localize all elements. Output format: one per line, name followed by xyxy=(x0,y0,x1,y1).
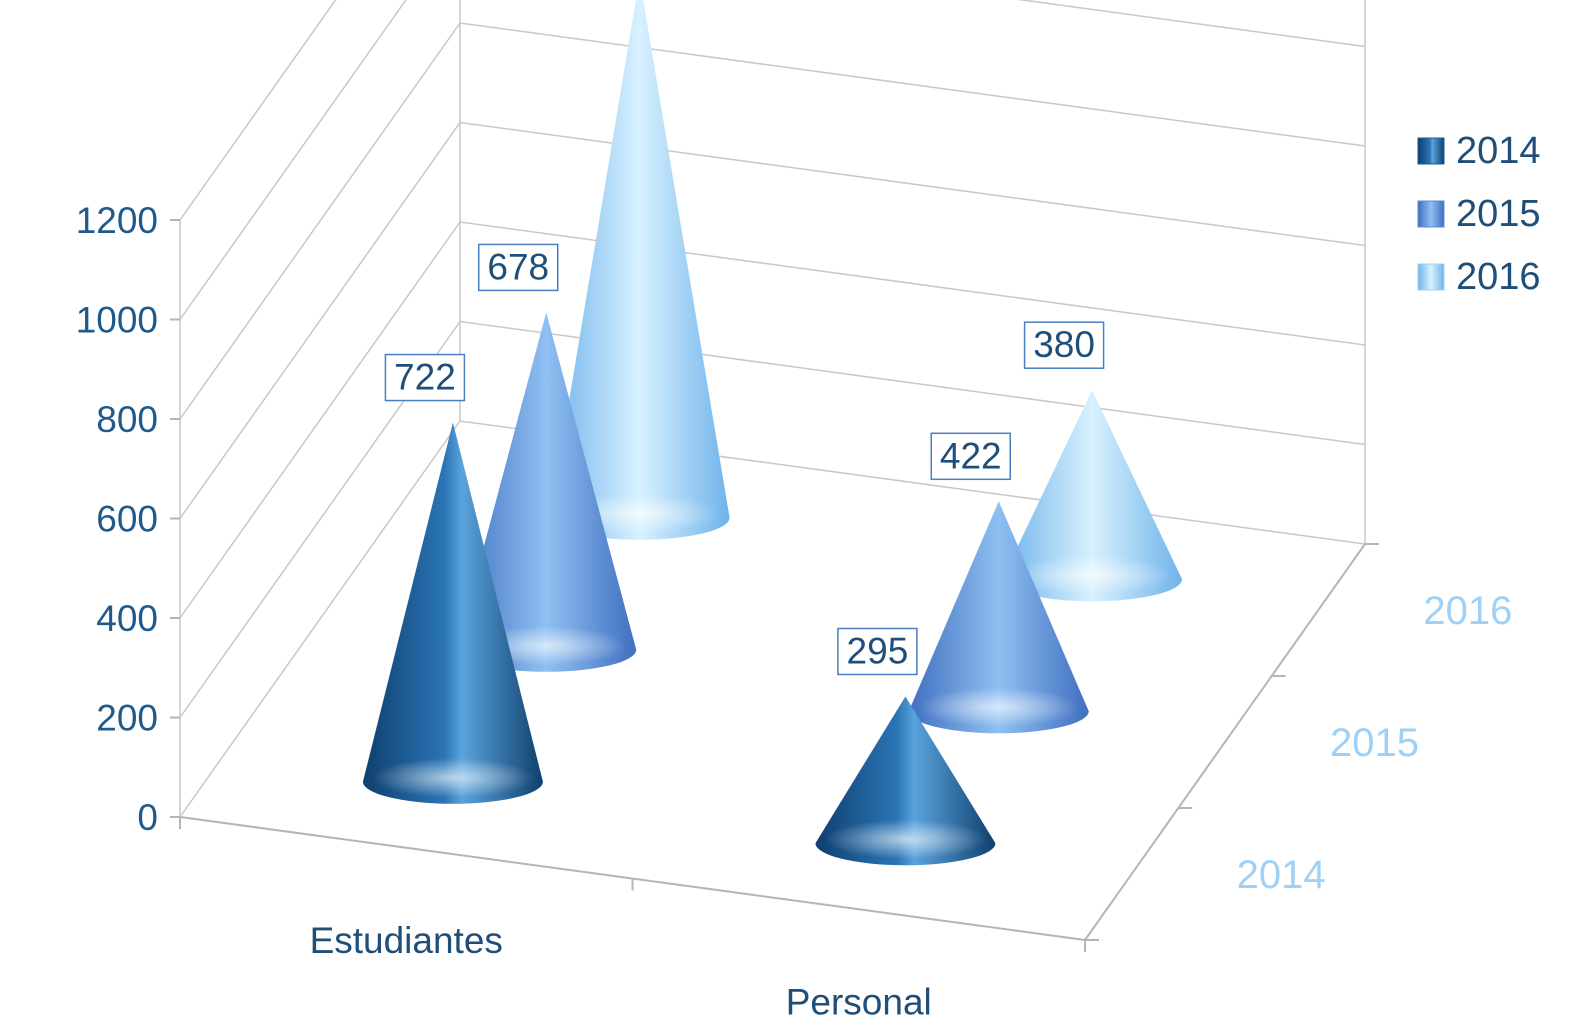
depth-tick-label: 2014 xyxy=(1237,853,1326,897)
cone-body xyxy=(908,501,1089,734)
x-tick-label: Estudiantes xyxy=(310,920,503,961)
legend-swatch xyxy=(1417,200,1445,228)
data-label: 380 xyxy=(1023,321,1105,369)
data-label-text: 295 xyxy=(847,630,909,671)
depth-axis-ticks: 2014 2015 2016 xyxy=(1085,543,1512,941)
data-label-box xyxy=(384,353,466,402)
y-tick-label: 400 xyxy=(96,598,158,639)
data-label-box xyxy=(837,627,918,676)
legend: 2014 2015 2016 xyxy=(1417,130,1541,298)
y-tick-label: 1000 xyxy=(76,300,158,341)
data-label-text: 722 xyxy=(394,357,456,398)
axes xyxy=(179,0,1366,942)
x-axis-ticks: Estudiantes Personal xyxy=(179,817,1086,1022)
data-labels: 1085380678422722295 xyxy=(384,243,1105,676)
data-label-box xyxy=(1023,321,1105,369)
cone-base-highlight xyxy=(824,819,987,860)
legend-label: 2015 xyxy=(1456,193,1541,235)
data-label-box xyxy=(930,432,1011,481)
y-axis-ticks: 0 200 400 600 800 1000 1200 xyxy=(76,200,180,838)
gridline xyxy=(179,0,1366,320)
legend-label: 2014 xyxy=(1456,130,1541,172)
cone-2014-estudiantes xyxy=(362,422,543,804)
y-tick-label: 600 xyxy=(96,499,158,540)
cone-2016-personal xyxy=(1002,390,1183,602)
legend-label: 2016 xyxy=(1456,256,1541,298)
gridline xyxy=(179,420,1366,818)
data-label-text: 678 xyxy=(487,246,549,287)
cone-base-highlight xyxy=(1011,555,1174,596)
data-label-text: 422 xyxy=(940,435,1002,476)
cone-2014-personal xyxy=(815,696,996,866)
cone-base-highlight xyxy=(917,687,1080,728)
gridline xyxy=(179,0,337,221)
data-label-text: 380 xyxy=(1033,324,1095,365)
depth-tick-label: 2016 xyxy=(1423,589,1512,633)
grid-lines xyxy=(179,0,1366,818)
y-tick-label: 1200 xyxy=(76,200,158,241)
legend-swatch xyxy=(1417,263,1445,291)
cone-body xyxy=(1002,390,1183,602)
cones xyxy=(362,0,1183,866)
cone-body xyxy=(549,0,730,540)
cone-body xyxy=(456,312,637,672)
floor-edge xyxy=(179,543,1366,942)
data-label: 678 xyxy=(478,243,559,292)
y-tick-label: 800 xyxy=(96,399,158,440)
x-tick-label: Personal xyxy=(786,981,932,1022)
cone-base-highlight xyxy=(371,757,534,798)
cone-2015-personal xyxy=(908,501,1089,734)
y-tick-label: 200 xyxy=(96,698,158,739)
y-tick-label: 0 xyxy=(137,797,158,838)
cone-body xyxy=(362,422,543,804)
data-label: 722 xyxy=(384,353,466,402)
data-label-box xyxy=(478,243,559,292)
data-label: 422 xyxy=(930,432,1011,481)
legend-swatch xyxy=(1417,137,1445,165)
depth-tick-label: 2015 xyxy=(1330,721,1419,765)
data-label: 295 xyxy=(837,627,918,676)
